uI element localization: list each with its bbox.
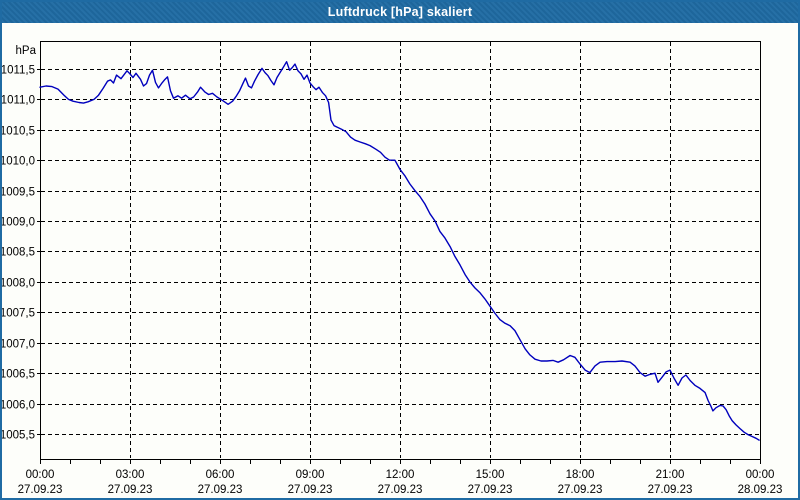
x-tick-date-label: 27.09.23 bbox=[288, 484, 333, 496]
window-title: Luftdruck [hPa] skaliert bbox=[327, 4, 473, 19]
y-tick-label: 1006,5 bbox=[0, 369, 35, 381]
x-tick-date-label: 28.09.23 bbox=[738, 484, 783, 496]
y-axis-unit-label: hPa bbox=[16, 45, 37, 57]
y-tick-label: 1006,0 bbox=[0, 400, 35, 412]
gridlines bbox=[41, 42, 759, 458]
x-tick-date-label: 27.09.23 bbox=[558, 484, 603, 496]
y-tick-label: 1009,5 bbox=[0, 187, 35, 199]
plot-frame bbox=[40, 41, 761, 460]
y-tick-label: 1010,0 bbox=[0, 156, 35, 168]
x-tick-time-label: 12:00 bbox=[386, 469, 415, 481]
x-tick-time-label: 09:00 bbox=[296, 469, 325, 481]
y-tick-label: 1011,5 bbox=[1, 65, 35, 77]
y-tick-label: 1011,0 bbox=[1, 95, 35, 107]
y-tick-label: 1010,5 bbox=[0, 126, 35, 138]
x-tick-time-label: 21:00 bbox=[656, 469, 685, 481]
x-tick-time-label: 00:00 bbox=[26, 469, 55, 481]
x-tick-time-label: 15:00 bbox=[476, 469, 505, 481]
x-tick-date-label: 27.09.23 bbox=[18, 484, 63, 496]
x-tick-time-label: 03:00 bbox=[116, 469, 145, 481]
window-titlebar: Luftdruck [hPa] skaliert bbox=[0, 0, 800, 23]
x-tick-time-label: 06:00 bbox=[206, 469, 235, 481]
x-tick-time-label: 00:00 bbox=[746, 469, 775, 481]
x-tick-date-label: 27.09.23 bbox=[378, 484, 423, 496]
y-tick-label: 1009,0 bbox=[0, 217, 35, 229]
x-tick-time-label: 18:00 bbox=[566, 469, 595, 481]
y-tick-label: 1007,5 bbox=[0, 308, 35, 320]
x-tick-date-label: 27.09.23 bbox=[648, 484, 693, 496]
pressure-series-line bbox=[39, 61, 760, 441]
y-tick-label: 1008,5 bbox=[0, 247, 35, 259]
x-tick-date-label: 27.09.23 bbox=[468, 484, 513, 496]
y-tick-label: 1005,5 bbox=[0, 430, 35, 442]
x-tick-date-label: 27.09.23 bbox=[108, 484, 153, 496]
axis-labels: 1011,5 1011,0 1010,5 1010,0 1009,5 1009,0 1008… bbox=[0, 45, 782, 496]
y-tick-label: 1008,0 bbox=[0, 278, 35, 290]
x-tick-date-label: 27.09.23 bbox=[198, 484, 243, 496]
y-tick-label: 1007,0 bbox=[0, 339, 35, 351]
